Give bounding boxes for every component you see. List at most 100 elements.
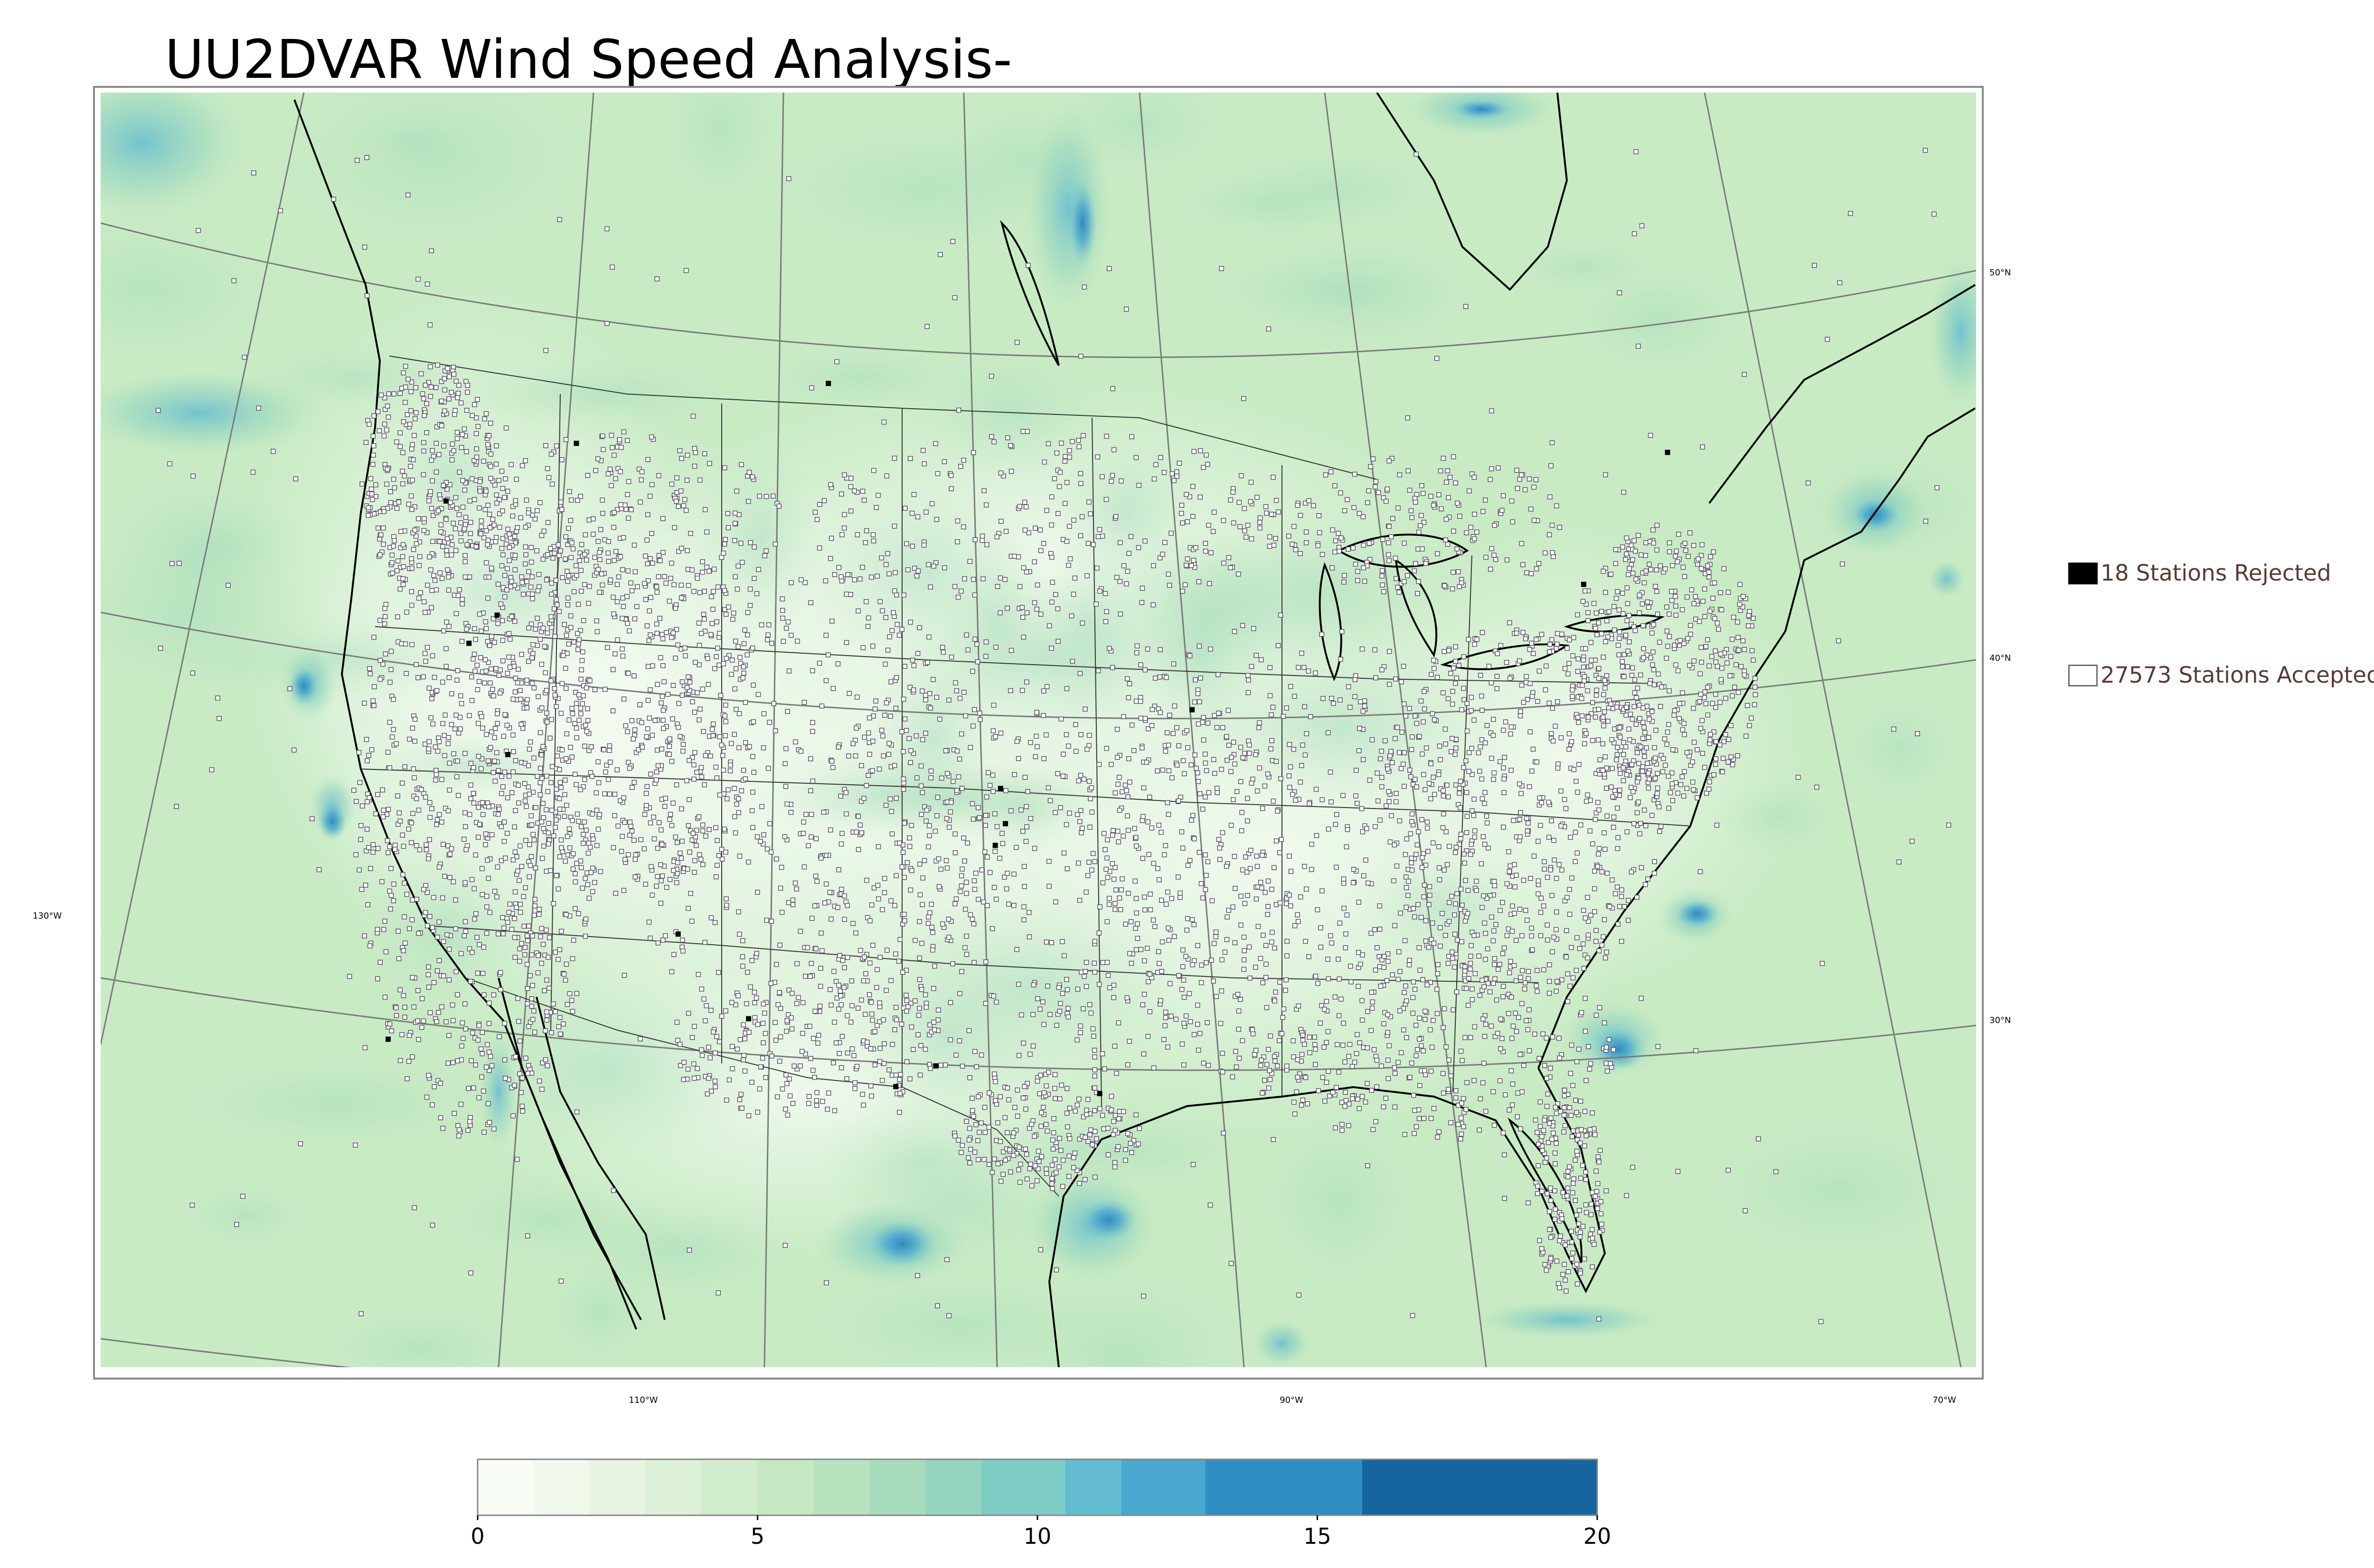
station-accepted <box>798 929 803 934</box>
station-accepted <box>513 540 518 545</box>
station-accepted <box>603 686 608 692</box>
station-accepted <box>1602 917 1607 922</box>
station-accepted <box>1028 1161 1034 1167</box>
station-accepted <box>396 929 401 934</box>
station-accepted <box>1510 903 1515 909</box>
station-accepted <box>539 752 544 758</box>
station-accepted <box>1219 957 1225 963</box>
station-accepted <box>1495 651 1500 657</box>
station-accepted <box>1416 1116 1422 1121</box>
station-accepted <box>1536 1163 1541 1168</box>
station-accepted <box>528 854 534 859</box>
station-accepted <box>1458 1136 1463 1142</box>
station-accepted <box>1490 981 1496 986</box>
station-accepted <box>565 1002 570 1007</box>
station-accepted <box>1023 1146 1028 1152</box>
station-accepted <box>1583 1202 1589 1208</box>
station-accepted <box>1377 964 1383 969</box>
station-accepted <box>1381 954 1387 959</box>
station-accepted <box>772 728 778 733</box>
station-accepted <box>1592 714 1598 720</box>
station-accepted <box>548 717 554 722</box>
station-accepted <box>530 651 536 656</box>
station-accepted <box>1089 867 1094 873</box>
station-accepted <box>1247 751 1252 756</box>
station-accepted <box>701 729 706 734</box>
station-accepted <box>633 852 639 857</box>
station-accepted <box>458 693 463 699</box>
station-accepted <box>495 582 501 587</box>
station-accepted <box>718 693 724 698</box>
station-accepted <box>1604 618 1610 624</box>
station-accepted <box>563 858 568 864</box>
station-accepted <box>1632 690 1638 695</box>
station-accepted <box>1260 980 1266 986</box>
station-accepted <box>1429 1044 1435 1050</box>
station-accepted <box>648 771 653 777</box>
station-accepted <box>920 790 925 796</box>
station-accepted <box>447 761 452 766</box>
station-accepted <box>573 563 579 568</box>
station-accepted <box>1230 1074 1235 1080</box>
station-accepted <box>1730 762 1735 768</box>
station-accepted <box>946 825 952 830</box>
wind-region <box>1164 166 1378 240</box>
station-accepted <box>543 1028 548 1033</box>
station-accepted <box>1263 975 1269 980</box>
station-accepted <box>1629 785 1634 790</box>
station-accepted <box>424 842 429 847</box>
station-accepted <box>566 717 572 723</box>
station-accepted <box>620 653 626 659</box>
station-accepted <box>1615 745 1620 750</box>
station-accepted <box>1596 807 1602 813</box>
station-accepted <box>1159 829 1164 835</box>
station-accepted <box>570 866 576 872</box>
station-accepted <box>458 1101 464 1107</box>
station-accepted <box>1660 769 1666 774</box>
station-accepted <box>1546 979 1552 984</box>
station-accepted <box>579 658 585 663</box>
station-accepted <box>481 944 487 950</box>
station-accepted <box>1580 941 1586 947</box>
station-accepted <box>1554 979 1560 984</box>
wind-maximum <box>1852 498 1899 532</box>
wind-maximum <box>1676 900 1719 928</box>
station-accepted <box>1634 894 1639 900</box>
station-accepted <box>1462 964 1468 969</box>
station-accepted <box>1281 1006 1287 1012</box>
station-accepted <box>618 798 623 803</box>
station-accepted <box>1170 731 1176 736</box>
station-accepted <box>1073 722 1078 727</box>
station-accepted <box>1562 797 1567 802</box>
station-accepted <box>1532 1031 1537 1037</box>
station-accepted <box>646 920 652 925</box>
station-accepted <box>1698 553 1704 558</box>
station-accepted <box>1666 722 1671 727</box>
station-accepted <box>960 866 965 872</box>
station-accepted <box>1404 904 1409 910</box>
station-accepted <box>783 626 789 631</box>
station-accepted <box>1718 651 1724 657</box>
station-accepted <box>454 774 460 779</box>
station-accepted <box>1452 850 1458 855</box>
station-accepted <box>1548 1256 1554 1261</box>
station-accepted <box>808 600 813 605</box>
station-accepted <box>1567 911 1573 917</box>
station-accepted <box>1602 754 1608 760</box>
station-accepted <box>678 855 684 861</box>
station-accepted <box>1512 884 1518 890</box>
station-accepted <box>432 1084 437 1089</box>
station-accepted <box>1464 701 1470 706</box>
station-accepted <box>621 604 626 609</box>
station-accepted <box>1263 961 1269 967</box>
station-accepted <box>1490 1089 1496 1095</box>
wind-region <box>349 110 484 170</box>
station-accepted <box>1562 666 1568 671</box>
station-accepted <box>647 715 652 721</box>
station-accepted <box>522 952 528 958</box>
station-accepted <box>471 656 476 662</box>
station-accepted <box>1542 1262 1548 1267</box>
station-accepted <box>1524 680 1529 685</box>
station-accepted <box>1650 649 1656 655</box>
station-accepted <box>1451 1007 1456 1013</box>
